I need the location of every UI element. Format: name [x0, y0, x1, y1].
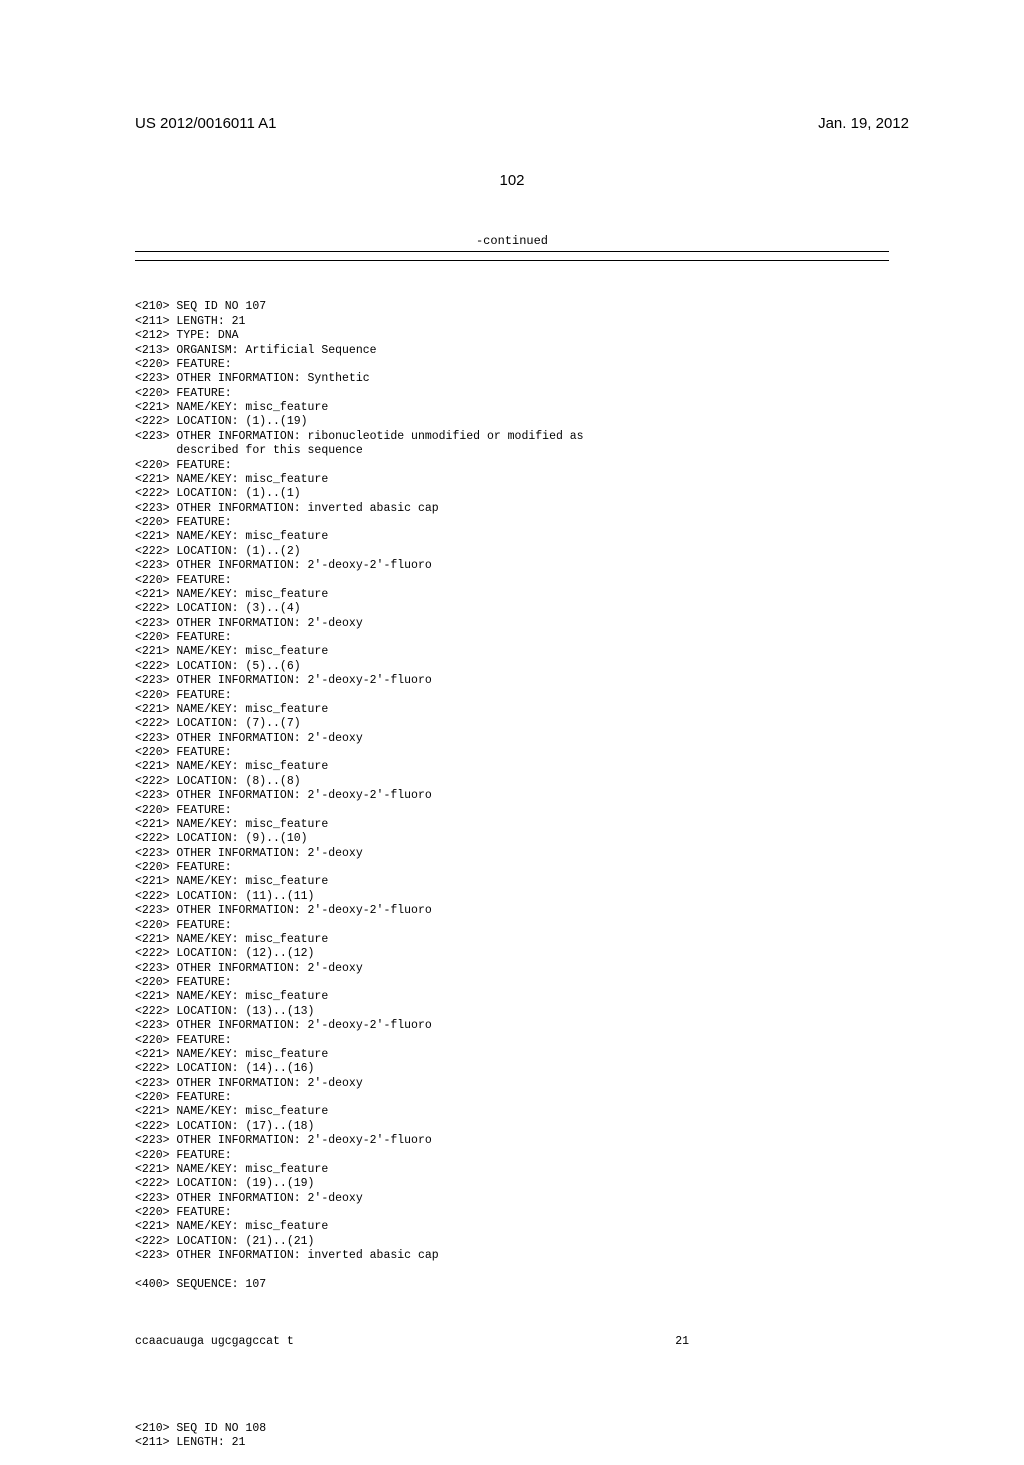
- sequence-length: 21: [675, 1335, 689, 1349]
- sequence-data: ccaacuauga ugcgagccat t: [135, 1335, 294, 1349]
- seq-entries: <210> SEQ ID NO 107 <211> LENGTH: 21 <21…: [135, 300, 889, 1292]
- document-header: US 2012/0016011 A1 Jan. 19, 2012: [0, 0, 1024, 132]
- sequence-listing: <210> SEQ ID NO 107 <211> LENGTH: 21 <21…: [0, 261, 1024, 1465]
- publication-date: Jan. 19, 2012: [818, 115, 909, 132]
- next-seq-entries: <210> SEQ ID NO 108 <211> LENGTH: 21: [135, 1422, 889, 1451]
- sequence-data-row: ccaacuauga ugcgagccat t 21: [135, 1335, 889, 1349]
- divider-top: [135, 251, 889, 252]
- page-number: 102: [0, 172, 1024, 189]
- continued-label: -continued: [0, 234, 1024, 248]
- publication-number: US 2012/0016011 A1: [135, 115, 277, 132]
